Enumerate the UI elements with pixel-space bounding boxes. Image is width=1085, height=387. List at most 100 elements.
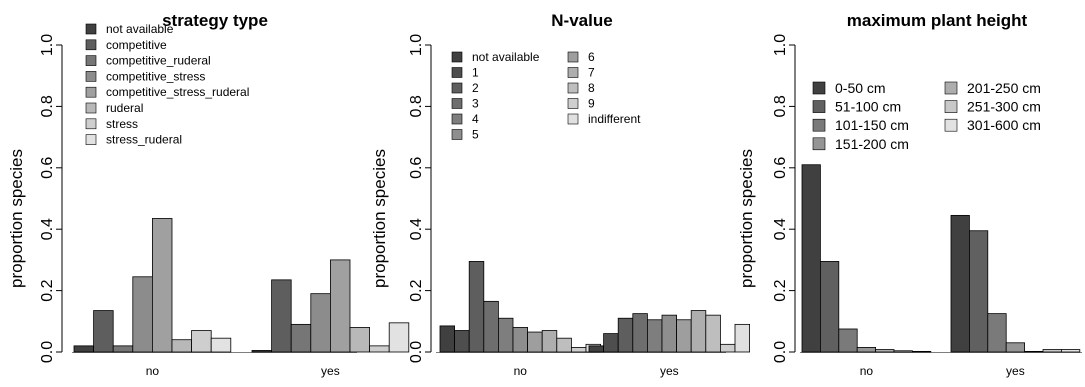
panel1-xtick-label: no: [146, 364, 160, 378]
panel2-bar: [527, 331, 543, 353]
panel1-legend-label: stress: [106, 117, 138, 131]
panel3-bar: [1005, 342, 1026, 353]
panel1-title: strategy type: [162, 11, 268, 30]
panel1-ytick-label: 0.0: [39, 341, 56, 363]
panel3-ytick-label: 0.6: [772, 157, 789, 179]
panel2-ytick-label: 0.4: [408, 218, 425, 240]
panel3-legend-swatch: [812, 137, 826, 151]
panel1-legend-swatch: [85, 118, 97, 130]
panel3-ytick-label: 0.2: [772, 279, 789, 301]
panel1-bar: [271, 279, 292, 353]
panel3-ytick-label: 0.8: [772, 95, 789, 117]
panel3-legend-label: 251-300 cm: [967, 99, 1041, 115]
panel2-legend-label: 3: [472, 97, 479, 111]
panel1-legend-swatch: [85, 39, 97, 51]
panel1-legend-swatch: [85, 134, 97, 145]
panel3-legend-label: 51-100 cm: [835, 99, 901, 115]
panel2-bar: [705, 314, 721, 353]
panel1-xtick-label: yes: [321, 364, 340, 378]
panel1-bar: [132, 276, 153, 353]
panel3-ytick-label: 0.4: [772, 218, 789, 240]
panel2-bar: [571, 346, 587, 353]
panel3-ytick-label: 1.0: [772, 34, 789, 56]
panel1-bar: [93, 310, 114, 353]
panel2-ytick-label: 0.2: [408, 279, 425, 301]
panel2-legend-swatch: [451, 98, 463, 109]
panel1-bar: [388, 322, 410, 353]
panel1-legend-label: ruderal: [106, 101, 143, 115]
panel3-bar: [912, 350, 932, 353]
panel1-bar: [369, 345, 390, 353]
panel1-bar: [329, 259, 351, 353]
panel1-legend-label: competitive_ruderal: [106, 54, 211, 68]
panel2-legend-label: 6: [588, 50, 595, 64]
panel3-legend-swatch: [812, 100, 826, 113]
panel2-legend-label: 2: [472, 81, 479, 95]
panel2-legend-label: not available: [472, 50, 540, 64]
panel2-xtick-label: yes: [660, 364, 679, 378]
panel2-ytick-label: 0.8: [408, 95, 425, 117]
panel3-bar: [1042, 349, 1062, 353]
panel2-bar: [497, 317, 514, 353]
panel1-bar: [191, 330, 212, 353]
panel1-bar: [73, 345, 95, 353]
panel3-bar: [875, 349, 895, 353]
panel2-legend-swatch: [567, 67, 579, 78]
panel3-legend-label: 151-200 cm: [835, 136, 909, 152]
panel1-bar: [349, 327, 371, 353]
panel2-legend-swatch: [451, 82, 463, 94]
panel3-bar: [820, 261, 840, 353]
panel3-legend-swatch: [944, 118, 958, 132]
panel3-legend-label: 0-50 cm: [835, 80, 886, 96]
panel2-legend-label: 8: [588, 81, 595, 95]
panel1-ytick-label: 0.2: [39, 279, 56, 301]
panel3-legend-label: 301-600 cm: [967, 117, 1041, 133]
panel2-legend-swatch: [567, 98, 579, 109]
panel3-bar: [969, 230, 989, 353]
panel2-ytick-label: 1.0: [408, 34, 425, 56]
panel3-title: maximum plant height: [847, 11, 1028, 30]
panel2-bar: [454, 330, 470, 353]
panel3-bar: [1061, 349, 1081, 353]
panel2-ytick-label: 0.0: [408, 341, 425, 363]
panel2-legend-swatch: [567, 113, 579, 125]
panel2-xtick-label: no: [514, 364, 528, 378]
panel2-legend-label: 9: [588, 97, 595, 111]
panel3-bar: [1024, 350, 1044, 353]
panel3-legend-swatch: [944, 100, 958, 113]
panel3-bar: [950, 214, 970, 353]
panel2-bar: [690, 310, 707, 353]
panel1-legend-label: competitive: [106, 38, 167, 52]
panel2-bar: [647, 319, 663, 353]
panel2-legend-label: 7: [588, 66, 595, 80]
panel2-bar: [661, 314, 678, 353]
panel1-bar: [210, 337, 232, 353]
panel2-title: N-value: [551, 11, 612, 30]
panel1-legend-label: not available: [106, 22, 174, 36]
panel2-bar: [632, 313, 648, 353]
panel1-legend-label: competitive_stress_ruderal: [106, 85, 249, 99]
panel2-bar: [603, 333, 619, 353]
panel1-ytick-label: 0.8: [39, 95, 56, 117]
panel2-bar: [588, 345, 605, 353]
panel3-ytick-label: 0.0: [772, 341, 789, 363]
panel1-bar: [112, 345, 134, 353]
panel1-bar: [310, 293, 331, 353]
panel2-ylabel: proportion species: [370, 149, 389, 288]
panel1-bar: [251, 350, 273, 353]
panel3-bar: [893, 350, 913, 353]
panel3-legend-label: 201-250 cm: [967, 80, 1041, 96]
panel1-legend-label: stress_ruderal: [106, 133, 182, 147]
panel1-ytick-label: 0.6: [39, 157, 56, 179]
panel3-bar: [987, 313, 1007, 353]
panel2-bar: [676, 319, 692, 353]
panel2-legend-swatch: [451, 113, 463, 125]
panel2-bar: [720, 343, 736, 353]
panel3-legend-label: 101-150 cm: [835, 117, 909, 133]
panel3-legend-swatch: [812, 118, 826, 132]
panel3-bar: [856, 346, 877, 353]
panel1-bar: [151, 218, 173, 353]
panel2-bar: [541, 330, 558, 353]
